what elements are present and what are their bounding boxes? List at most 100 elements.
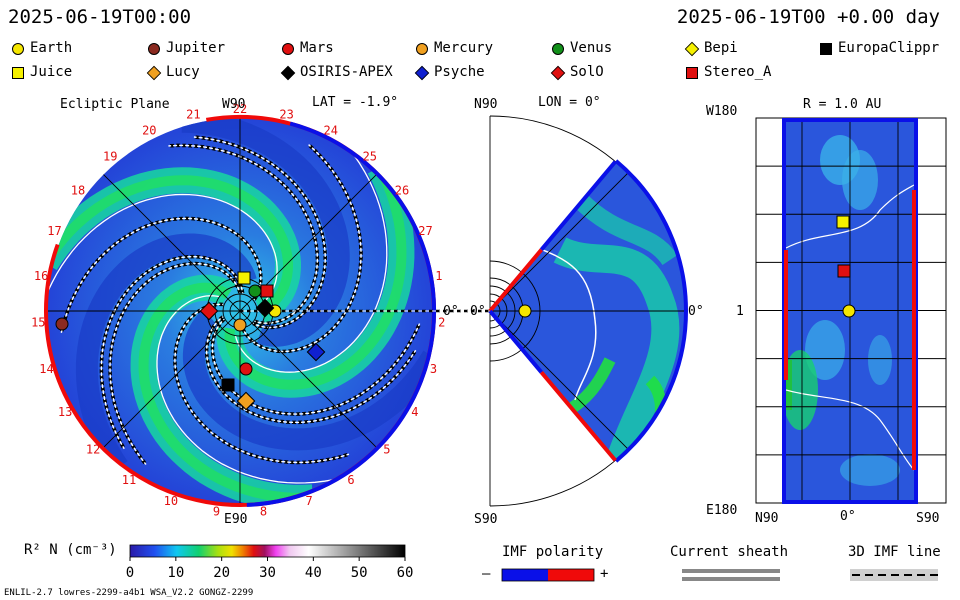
- body-psyche: [306, 342, 326, 362]
- meridional-lon-label: LON = 0°: [538, 95, 601, 110]
- legend-marker-juice: [12, 67, 24, 79]
- meridional-zero-right: 0°: [688, 304, 704, 319]
- radial-x-label-n: N90: [755, 511, 779, 526]
- carrington-tick-10: 10: [164, 494, 178, 508]
- radial-x-label-0: 0°: [840, 509, 856, 524]
- legend-label-stereo-a: Stereo_A: [704, 64, 772, 80]
- carrington-tick-24: 24: [323, 124, 337, 138]
- dense-arm-core: [224, 165, 407, 390]
- datetime-right: 2025-06-19T00 +0.00 day: [676, 6, 940, 28]
- edge-positive: [539, 370, 617, 462]
- carrington-tick-2: 2: [438, 316, 445, 330]
- meridional-edges: [488, 160, 617, 462]
- current-sheath-line: [786, 184, 914, 249]
- body-solo: [199, 301, 219, 321]
- carrington-tick-5: 5: [383, 443, 390, 457]
- legend-label-juice: Juice: [30, 64, 73, 80]
- meridional-plane-panel: [488, 115, 688, 507]
- legend-label-solo: SolO: [570, 64, 604, 80]
- imf-field-line-white: [242, 144, 362, 353]
- imf3d-title: 3D IMF line: [848, 544, 941, 560]
- current-sheath-title: Current sheath: [670, 544, 789, 560]
- meridional-rim: [614, 159, 688, 463]
- current-sheath-line: [234, 139, 388, 373]
- carrington-tick-12: 12: [86, 443, 100, 457]
- legend-label-osiris-apex: OSIRIS-APEX: [300, 64, 393, 80]
- legend-label-mars: Mars: [300, 40, 334, 56]
- body-mercury: [233, 318, 247, 332]
- colorbar-tick-label-50: 50: [351, 565, 368, 581]
- imf-polarity-title: IMF polarity: [502, 544, 604, 560]
- carrington-tick-18: 18: [71, 183, 85, 197]
- imf-field-line-white: [100, 255, 244, 450]
- radial-title: R = 1.0 AU: [803, 97, 882, 112]
- imf-bar-frame: [501, 568, 595, 582]
- imf-negative-bar: [502, 569, 548, 581]
- radial-shell-panel: [755, 117, 947, 504]
- footer-model-info: ENLIL-2.7 lowres-2299-a4b1 WSA_V2.2 GONG…: [4, 588, 254, 598]
- imf-field-line-white: [211, 318, 421, 415]
- colorbar-tick-label-30: 30: [259, 565, 276, 581]
- dense-patch: [840, 454, 900, 486]
- carrington-tick-17: 17: [47, 224, 61, 238]
- colorbar-tick-label-0: 0: [126, 565, 134, 581]
- body-europaclippr: [221, 378, 235, 392]
- imf-field-line-white: [205, 316, 417, 424]
- colorbar-tick-label-20: 20: [213, 565, 230, 581]
- carrington-tick-13: 13: [58, 405, 72, 419]
- carrington-tick-4: 4: [411, 405, 418, 419]
- current-sheath-line: [786, 389, 914, 471]
- body-venus: [248, 284, 262, 298]
- grid-diagonal: [489, 172, 629, 312]
- ecliptic-rim-negative: [246, 121, 437, 507]
- ecliptic-spiral-structures: [47, 118, 433, 504]
- imf-plus-label: +: [600, 566, 609, 582]
- dense-patch: [805, 320, 845, 380]
- body-osiris-apex: [255, 298, 275, 318]
- imf-field-line-white: [60, 217, 262, 333]
- radial-x-label-s: S90: [916, 511, 940, 526]
- colorbar-tick-label-60: 60: [397, 565, 414, 581]
- meridional-s-label: S90: [474, 512, 498, 527]
- radial-edges: [782, 118, 918, 504]
- carrington-tick-22: 22: [233, 102, 247, 116]
- carrington-tick-14: 14: [39, 362, 53, 376]
- carrington-tick-3: 3: [430, 362, 437, 376]
- ecliptic-top-label: W90: [222, 97, 246, 112]
- current-sheath-line: [529, 244, 597, 401]
- carrington-tick-8: 8: [260, 505, 267, 519]
- dense-patch: [842, 150, 878, 210]
- sparse-arm: [181, 118, 350, 347]
- ecliptic-bodies: [55, 271, 326, 411]
- grid-diagonal: [489, 310, 629, 450]
- body-stereo-a: [837, 264, 851, 278]
- dense-region: [573, 193, 678, 266]
- legend-marker-europaclippr: [820, 43, 832, 55]
- radial-mid-label: 1: [736, 304, 744, 319]
- carrington-tick-19: 19: [103, 149, 117, 163]
- density-colorbar: [129, 544, 406, 558]
- carrington-tick-27: 27: [418, 224, 432, 238]
- carrington-tick-9: 9: [213, 505, 220, 519]
- dense-patch: [868, 335, 892, 385]
- legend-label-mercury: Mercury: [434, 40, 494, 56]
- carrington-tick-20: 20: [142, 124, 156, 138]
- body-jupiter: [55, 317, 69, 331]
- datetime-left: 2025-06-19T00:00: [8, 6, 192, 28]
- legend-label-earth: Earth: [30, 40, 73, 56]
- legend-marker-stereo-a: [686, 67, 698, 79]
- body-earth: [842, 304, 856, 318]
- carrington-tick-6: 6: [347, 473, 354, 487]
- legend-marker-jupiter: [148, 43, 160, 55]
- legend-marker-mercury: [416, 43, 428, 55]
- imf-field-line-white: [174, 303, 350, 464]
- legend-label-lucy: Lucy: [166, 64, 200, 80]
- radial-bottom-label: E180: [706, 503, 738, 518]
- current-sheath-line-1: [682, 569, 780, 573]
- current-sheath-line-2: [682, 577, 780, 581]
- colorbar-label: R² N (cm⁻³): [24, 542, 117, 558]
- body-juice: [237, 271, 251, 285]
- radial-top-label: W180: [706, 104, 738, 119]
